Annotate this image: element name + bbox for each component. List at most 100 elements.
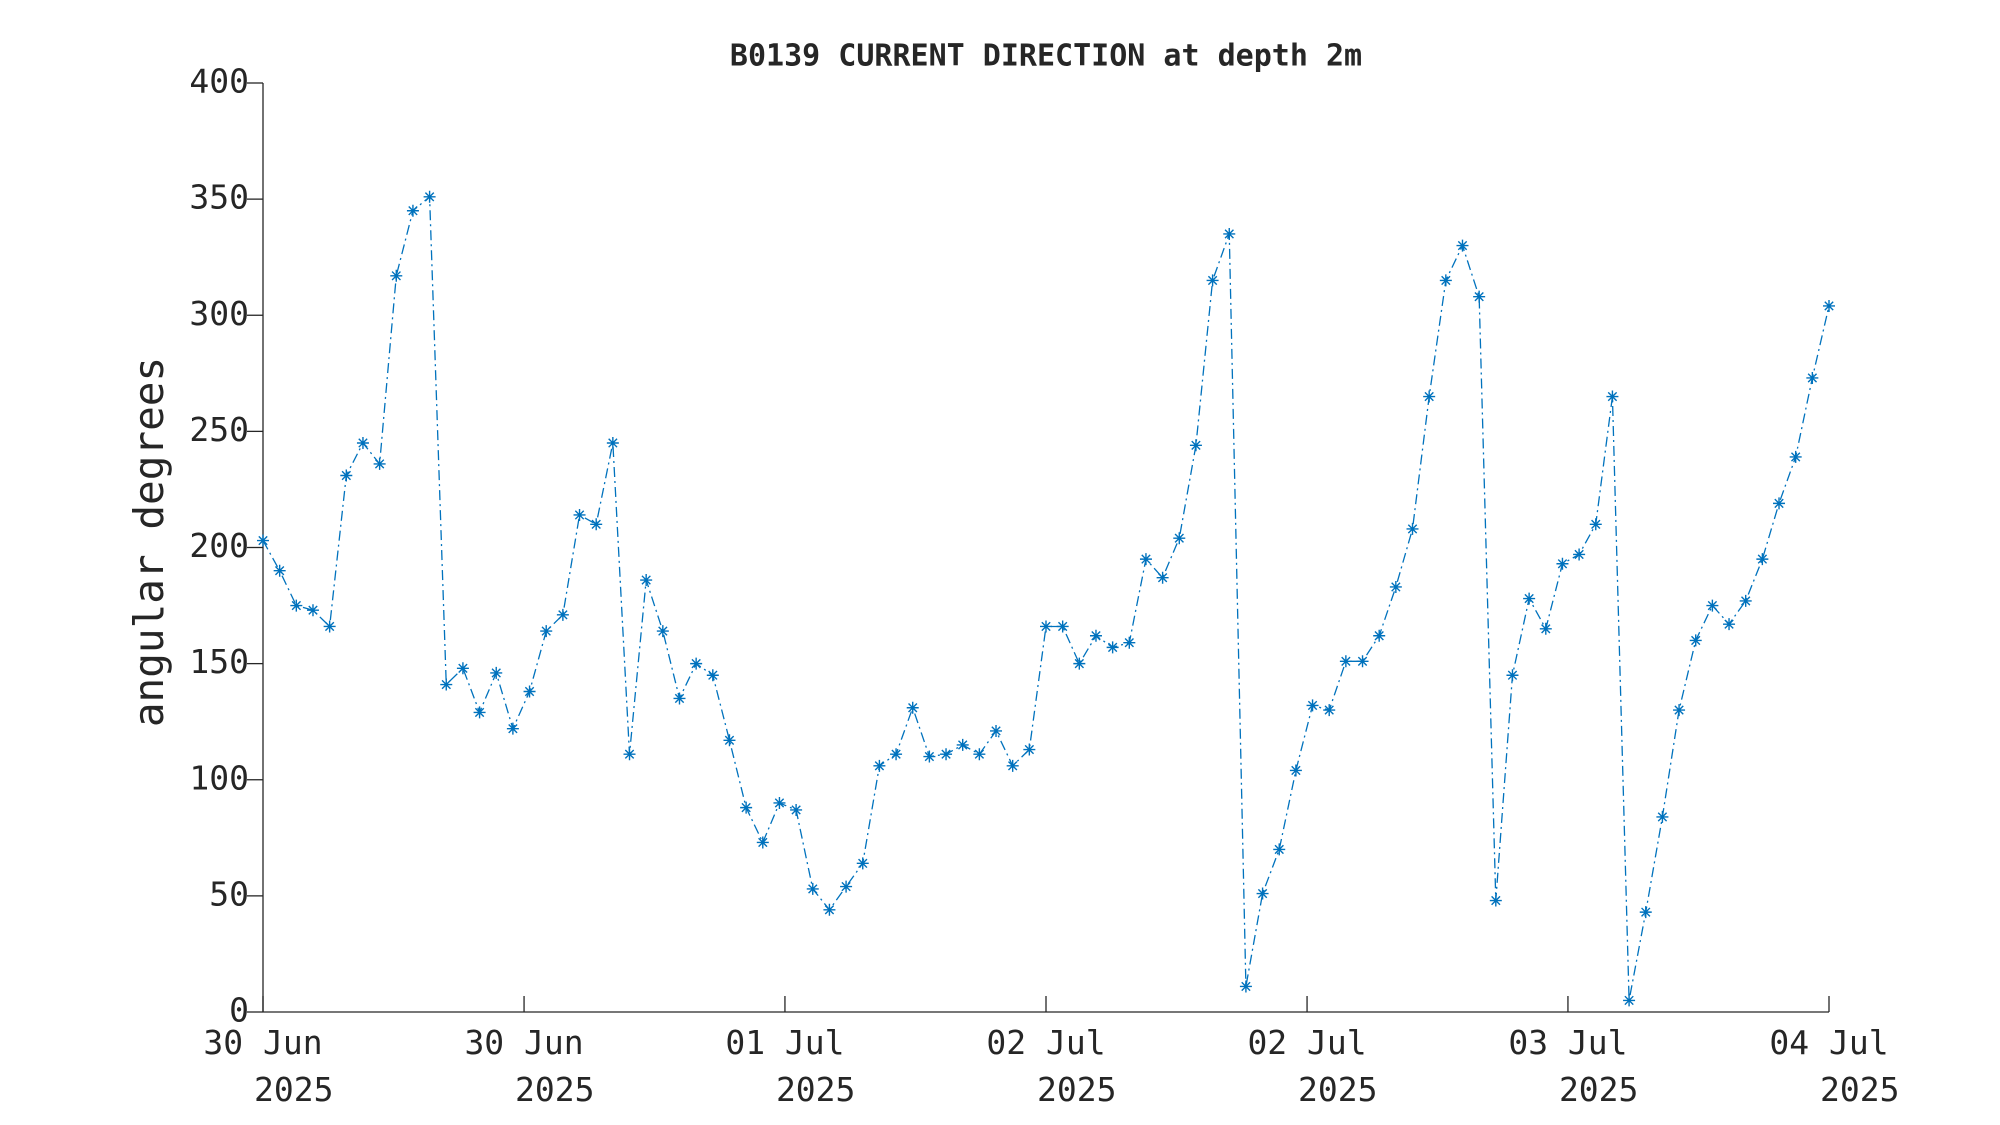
data-point — [1606, 390, 1619, 403]
y-tick-label: 0 — [229, 991, 249, 1030]
data-point — [523, 685, 536, 698]
y-axis-label: angular degrees — [125, 357, 173, 727]
data-point — [490, 666, 503, 679]
x-tick-label: 02 Jul 2025 — [1247, 1023, 1377, 1109]
data-point — [1239, 980, 1252, 993]
x-tick-label-line: 2025 — [1820, 1070, 1899, 1109]
x-tick-label-line: 30 Jun — [464, 1023, 583, 1062]
data-point — [456, 662, 469, 675]
data-point — [1473, 290, 1486, 303]
data-point — [406, 204, 419, 217]
data-point — [1173, 532, 1186, 545]
data-point — [340, 469, 353, 482]
data-point — [1040, 620, 1052, 633]
y-tick-label: 250 — [189, 410, 249, 449]
data-point — [306, 604, 319, 617]
data-point — [1573, 548, 1586, 561]
data-point — [440, 678, 453, 691]
x-tick-label-line: 2025 — [776, 1070, 855, 1109]
data-point — [690, 657, 703, 670]
data-point — [1156, 571, 1169, 584]
data-point — [1723, 618, 1736, 631]
data-point — [1756, 553, 1769, 566]
y-tick-label: 50 — [209, 874, 249, 913]
data-point — [1673, 704, 1686, 717]
data-point — [1523, 592, 1536, 605]
x-tick-label-line: 2025 — [254, 1070, 333, 1109]
data-point — [740, 801, 753, 814]
data-point — [1289, 764, 1302, 777]
data-point — [723, 734, 736, 747]
data-point — [1739, 594, 1752, 607]
data-point — [640, 574, 653, 587]
data-point — [1223, 227, 1236, 240]
data-point — [590, 518, 603, 531]
data-point — [1556, 557, 1569, 570]
x-tick-label-line: 01 Jul — [725, 1023, 844, 1062]
data-point — [840, 880, 853, 893]
x-tick-label: 02 Jul 2025 — [986, 1023, 1116, 1109]
data-point — [1506, 669, 1519, 682]
data-point — [1273, 843, 1286, 856]
y-tick-label: 200 — [189, 526, 249, 565]
data-point — [1323, 704, 1336, 717]
data-point — [556, 608, 569, 621]
data-point — [1073, 657, 1086, 670]
data-point — [990, 724, 1003, 737]
data-point — [1589, 518, 1602, 531]
data-point — [1139, 553, 1152, 566]
x-tick-label-line: 03 Jul — [1508, 1023, 1627, 1062]
data-point — [1423, 390, 1436, 403]
data-point — [1123, 636, 1136, 649]
data-point — [773, 796, 786, 809]
data-point — [1306, 699, 1319, 712]
data-point — [323, 620, 336, 633]
x-tick-label: 30 Jun 2025 — [464, 1023, 594, 1109]
data-point — [1406, 522, 1419, 535]
data-point — [1056, 620, 1069, 633]
data-point — [606, 436, 619, 449]
data-point — [1389, 580, 1402, 593]
data-point — [1656, 810, 1669, 823]
x-tick-label-line: 2025 — [1298, 1070, 1377, 1109]
data-point — [1356, 655, 1369, 668]
data-point — [1456, 239, 1469, 252]
data-point — [923, 750, 936, 763]
data-point — [1689, 634, 1702, 647]
data-point — [623, 748, 636, 761]
data-point — [940, 748, 953, 761]
x-tick-label-line: 2025 — [1559, 1070, 1638, 1109]
x-tick-label-line: 2025 — [1037, 1070, 1116, 1109]
data-point — [1539, 622, 1552, 635]
data-point — [1706, 599, 1719, 612]
data-point — [1773, 497, 1786, 510]
data-point — [356, 436, 369, 449]
data-point — [1623, 994, 1636, 1007]
data-point — [1639, 906, 1652, 919]
data-point — [540, 625, 553, 638]
data-point — [1089, 629, 1102, 642]
x-tick-label-line: 02 Jul — [986, 1023, 1105, 1062]
x-tick-label-line: 30 Jun — [203, 1023, 322, 1062]
data-point — [1106, 641, 1119, 654]
data-point — [1023, 743, 1036, 756]
data-point — [473, 706, 486, 719]
data-point — [373, 457, 386, 470]
data-point — [1206, 274, 1219, 287]
data-point — [1339, 655, 1352, 668]
data-point — [1439, 274, 1452, 287]
y-tick-label: 300 — [189, 294, 249, 333]
chart-title: B0139 CURRENT DIRECTION at depth 2m — [730, 39, 1362, 74]
data-point — [873, 759, 886, 772]
data-point — [423, 190, 436, 203]
x-tick-label: 03 Jul 2025 — [1508, 1023, 1638, 1109]
data-point — [1806, 371, 1819, 384]
data-point — [1006, 759, 1019, 772]
data-point — [956, 738, 969, 751]
x-tick-label: 01 Jul 2025 — [725, 1023, 855, 1109]
data-point — [390, 269, 403, 282]
data-point — [1823, 299, 1835, 312]
data-point — [273, 564, 286, 577]
x-tick-label-line: 2025 — [515, 1070, 594, 1109]
